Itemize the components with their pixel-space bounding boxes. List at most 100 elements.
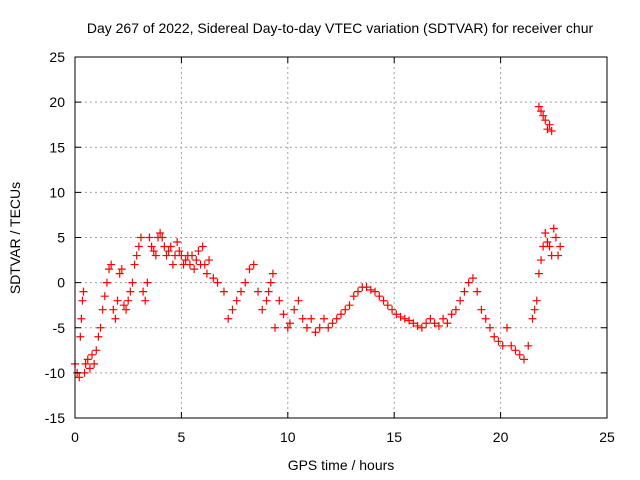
- data-point: [236, 287, 245, 296]
- data-point: [145, 233, 154, 242]
- data-point: [534, 269, 543, 278]
- data-point: [143, 278, 152, 287]
- data-point: [156, 228, 165, 237]
- data-point: [98, 305, 107, 314]
- data-point: [332, 314, 341, 323]
- data-point: [417, 323, 426, 332]
- data-point: [100, 292, 109, 301]
- data-point: [362, 283, 371, 292]
- data-point: [130, 260, 139, 269]
- data-point: [543, 238, 552, 247]
- data-point: [520, 355, 529, 364]
- data-point: [107, 260, 116, 269]
- data-point: [192, 256, 201, 265]
- data-point: [92, 346, 101, 355]
- data-point: [551, 233, 560, 242]
- data-point: [90, 359, 99, 368]
- data-point: [315, 323, 324, 332]
- data-point: [109, 305, 118, 314]
- data-point: [451, 305, 460, 314]
- data-point: [507, 341, 516, 350]
- x-tick-label: 10: [280, 429, 296, 445]
- data-point: [77, 314, 86, 323]
- x-tick-label: 5: [178, 429, 186, 445]
- data-point: [224, 314, 233, 323]
- grid: [75, 57, 607, 418]
- data-point: [205, 256, 214, 265]
- data-point: [245, 265, 254, 274]
- x-tick-label: 15: [386, 429, 402, 445]
- data-point: [383, 301, 392, 310]
- y-tick-label: 0: [57, 275, 65, 291]
- y-tick-label: -15: [45, 410, 65, 426]
- data-point: [439, 314, 448, 323]
- data-point: [409, 319, 418, 328]
- data-point: [94, 332, 103, 341]
- data-point: [392, 310, 401, 319]
- data-point: [181, 256, 190, 265]
- data-point: [447, 310, 456, 319]
- data-point: [126, 287, 135, 296]
- data-point: [302, 323, 311, 332]
- data-point: [134, 242, 143, 251]
- data-point: [426, 314, 435, 323]
- data-point: [76, 332, 85, 341]
- data-point: [132, 251, 141, 260]
- data-point: [254, 287, 263, 296]
- data-point: [78, 296, 87, 305]
- data-point: [139, 287, 148, 296]
- data-point: [311, 328, 320, 337]
- axis-ticks: 0 5 10 15 20 25 -15 -10 -5 0 5 10 15 20 25: [45, 49, 615, 445]
- data-point: [124, 296, 133, 305]
- data-point: [354, 287, 363, 296]
- data-point: [149, 247, 158, 256]
- data-point: [456, 296, 465, 305]
- data-point: [285, 319, 294, 328]
- data-point: [443, 319, 452, 328]
- data-point: [468, 274, 477, 283]
- data-point: [271, 323, 280, 332]
- data-point: [541, 228, 550, 237]
- data-point: [81, 359, 90, 368]
- data-point: [105, 265, 114, 274]
- data-point: [319, 314, 328, 323]
- data-point: [241, 278, 250, 287]
- data-point: [249, 260, 258, 269]
- data-point: [147, 242, 156, 251]
- data-point: [545, 242, 554, 251]
- data-point: [136, 233, 145, 242]
- data-point: [554, 251, 563, 260]
- data-point: [200, 260, 209, 269]
- data-point: [430, 319, 439, 328]
- data-point: [262, 296, 271, 305]
- data-point: [173, 238, 182, 247]
- y-tick-label: -5: [53, 320, 66, 336]
- data-point: [232, 296, 241, 305]
- data-point: [275, 296, 284, 305]
- data-point: [511, 346, 520, 355]
- data-point: [117, 265, 126, 274]
- data-point: [388, 305, 397, 314]
- data-point: [490, 332, 499, 341]
- data-point: [477, 305, 486, 314]
- data-point: [549, 224, 558, 233]
- data-point: [190, 265, 199, 274]
- data-point: [264, 287, 273, 296]
- y-tick-label: -10: [45, 365, 65, 381]
- x-tick-label: 0: [71, 429, 79, 445]
- data-point: [111, 314, 120, 323]
- data-point: [162, 251, 171, 260]
- data-point: [498, 341, 507, 350]
- data-point: [113, 296, 122, 305]
- data-point: [534, 102, 543, 111]
- data-point: [366, 285, 375, 294]
- data-point: [530, 305, 539, 314]
- data-point: [102, 278, 111, 287]
- data-point: [413, 321, 422, 330]
- data-point: [185, 260, 194, 269]
- data-point: [298, 314, 307, 323]
- data-point: [96, 323, 105, 332]
- data-point: [115, 269, 124, 278]
- data-point: [532, 296, 541, 305]
- x-axis-label: GPS time / hours: [288, 457, 395, 473]
